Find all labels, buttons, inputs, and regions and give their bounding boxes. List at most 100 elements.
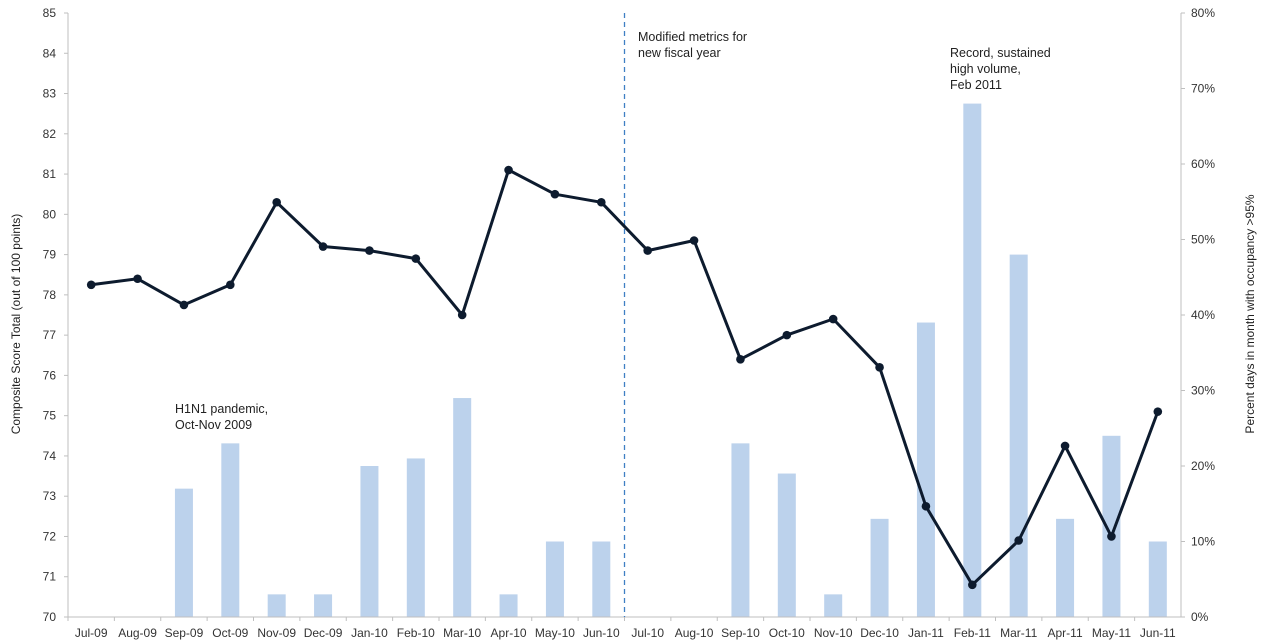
y-right-tick-label: 70% [1191,82,1215,96]
y-right-axis-title: Percent days in month with occupancy >95… [1243,194,1257,433]
bar-sep-10 [731,443,750,617]
y-right-tick-label: 20% [1191,459,1215,473]
y-left-tick-label: 77 [43,328,57,342]
point-jun-11 [1153,407,1163,416]
y-right-tick-label: 10% [1191,535,1215,549]
bars-layer [174,103,1167,618]
annotation-2: Modified metrics for new fiscal year [638,30,747,60]
y-left-axis-title: Composite Score Total (out of 100 points… [9,214,23,435]
x-tick-label: May-11 [1092,626,1131,640]
x-tick-label: Jul-10 [631,626,664,640]
y-left-tick-label: 85 [43,6,57,20]
point-nov-09 [272,197,281,207]
y-left-tick-label: 76 [43,368,57,382]
y-left-tick-label: 84 [43,46,57,60]
bar-feb-11 [963,103,982,618]
y-right-tick-label: 50% [1191,233,1215,247]
point-jul-10 [643,246,652,255]
axes-layer: 70 71 72 73 74 75 76 77 78 79 80 81 82 83 84 85 0% 10% 20%… [43,6,1216,640]
x-tick-label: Aug-10 [675,626,714,640]
x-tick-label: Oct-09 [212,626,248,640]
y-left-tick-label: 83 [43,87,57,101]
y-left-tick-label: 80 [43,207,57,221]
y-left-tick-label: 78 [43,288,57,302]
point-dec-09 [318,242,328,251]
y-right-tick-label: 30% [1191,384,1215,398]
point-jan-11 [921,501,931,511]
annotation-line: Oct-Nov 2009 [175,418,252,432]
x-tick-label: Mar-11 [1000,626,1037,640]
bar-jun-10 [592,541,611,617]
x-tick-label: Jan-11 [908,626,944,640]
x-tick-label: Nov-10 [814,626,853,640]
x-tick-label: Jun-11 [1140,626,1176,640]
point-jul-09 [86,280,96,290]
y-left-tick-label: 73 [43,489,57,503]
bar-mar-10 [453,398,472,617]
y-right-tick-label: 80% [1191,6,1215,20]
x-tick-label: Aug-09 [118,626,157,640]
annotations-layer: H1N1 pandemic, Oct-Nov 2009 Modified metri… [175,30,1051,432]
line-layer [86,165,1163,590]
annotation-line: new fiscal year [638,46,721,60]
x-tick-label: Dec-09 [304,626,343,640]
point-oct-10 [782,330,792,340]
point-mar-11 [1014,536,1023,545]
annotation-3: Record, sustained high volume, Feb 2011 [950,46,1051,92]
point-may-11 [1107,532,1116,541]
y-left-tick-label: 72 [43,529,57,543]
bar-apr-10 [499,594,518,617]
bar-may-11 [1102,435,1121,617]
bar-jan-10 [360,466,379,617]
bar-sep-09 [174,488,193,617]
point-mar-10 [457,310,467,320]
bar-feb-10 [406,458,425,617]
point-oct-09 [226,280,235,290]
x-tick-label: Mar-10 [443,626,481,640]
point-sep-10 [736,354,745,364]
bar-mar-11 [1009,254,1028,617]
bar-may-10 [545,541,564,617]
annotation-line: Modified metrics for [638,30,747,44]
y-left-tick-label: 74 [43,449,57,463]
point-jun-10 [597,197,606,207]
x-tick-label: Oct-10 [769,626,805,640]
x-tick-label: Dec-10 [860,626,899,640]
point-feb-11 [968,580,977,590]
bar-jun-11 [1148,541,1167,617]
y-left-tick-label: 82 [43,127,57,141]
point-aug-09 [133,274,142,284]
bar-jan-11 [916,322,935,617]
bar-dec-09 [314,594,333,617]
x-tick-label: Jul-09 [75,626,108,640]
point-sep-09 [179,300,189,310]
x-tick-label: Apr-10 [491,626,527,640]
annotation-1: H1N1 pandemic, Oct-Nov 2009 [175,402,268,432]
bar-apr-11 [1056,518,1075,617]
y-left-tick-label: 79 [43,248,57,262]
point-may-10 [550,189,560,199]
y-left-tick-label: 70 [43,610,57,624]
bar-oct-10 [777,473,796,617]
y-left-tick-label: 75 [43,409,57,423]
x-tick-label: Feb-11 [954,626,991,640]
composite-score-line [91,168,1160,587]
bar-oct-09 [221,443,240,617]
x-tick-label: Jun-10 [583,626,620,640]
y-left-tick-label: 81 [43,167,57,181]
annotation-line: H1N1 pandemic, [175,402,268,416]
bar-dec-10 [870,518,889,617]
point-jan-10 [365,246,374,255]
annotation-line: high volume, [950,62,1021,76]
y-right-tick-label: 40% [1191,308,1215,322]
annotation-line: Feb 2011 [950,78,1002,92]
y-left-tick-label: 71 [43,570,57,584]
point-feb-10 [411,254,421,263]
point-aug-10 [689,236,699,245]
point-dec-10 [875,363,884,372]
x-tick-label: Feb-10 [397,626,435,640]
bar-nov-09 [267,594,286,617]
x-tick-label: Nov-09 [257,626,296,640]
